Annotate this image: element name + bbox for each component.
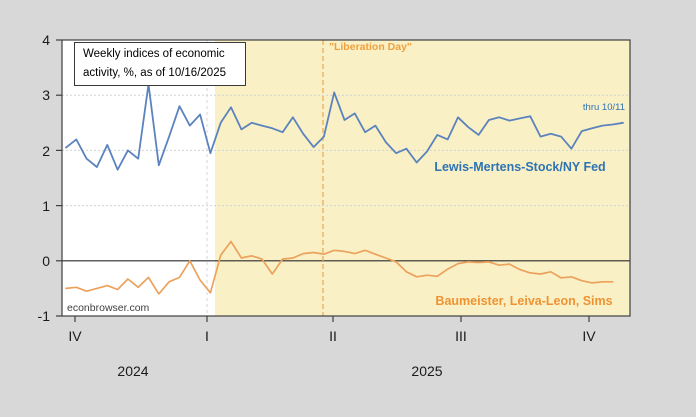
y-tick-label-2: 2 [42, 143, 50, 159]
x-tick-label-q3-2025: III [455, 328, 467, 344]
orange-series-line [65, 240, 614, 295]
blue-series-line [65, 83, 624, 171]
watermark-econbrowser: econbrowser.com [67, 302, 150, 314]
plot-border [61, 39, 631, 317]
y-tick-label-1: 1 [42, 198, 50, 214]
thru-date-note: thru 10/11 [582, 102, 625, 113]
y-tick-label-0: 0 [42, 253, 50, 269]
year-label-2025: 2025 [411, 363, 443, 379]
x-tick-label-q4-2025: IV [582, 328, 596, 344]
orange-series-label: Baumeister, Leiva-Leon, Sims [435, 294, 613, 308]
chart-title-line1: Weekly indices of economic [83, 48, 225, 60]
blue-series-label: Lewis-Mertens-Stock/NY Fed [434, 160, 606, 174]
liberation-day-label: "Liberation Day" [329, 41, 412, 53]
y-tick-label-neg1: -1 [37, 308, 50, 324]
year-label-2024: 2024 [117, 363, 149, 379]
x-tick-label-q1-2025: I [205, 328, 209, 344]
x-tick-label-q2-2025: II [329, 328, 337, 344]
shaded-region-2025 [215, 40, 630, 316]
chart-title-line2: activity, %, as of 10/16/2025 [83, 66, 226, 79]
y-tick-label-4: 4 [42, 32, 50, 48]
chart-title-box: Weekly indices of economic activity, %, … [74, 42, 246, 86]
x-tick-label-q4-2024: IV [68, 328, 82, 344]
y-tick-label-3: 3 [42, 87, 50, 103]
